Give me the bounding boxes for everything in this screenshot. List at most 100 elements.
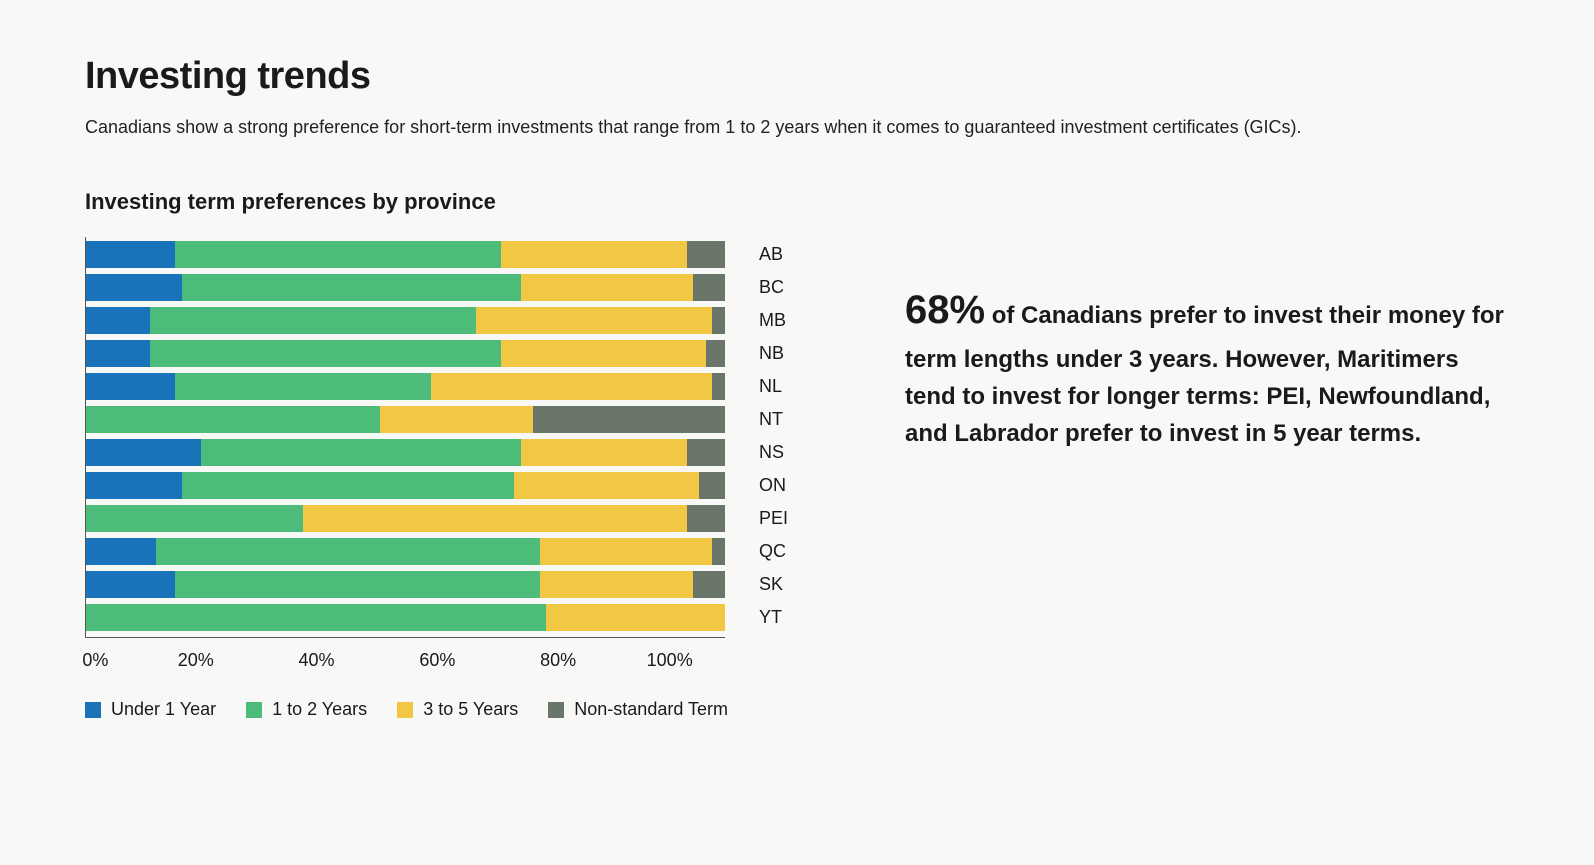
legend-swatch: [397, 702, 413, 718]
legend-swatch: [246, 702, 262, 718]
bar-row: NS: [86, 439, 725, 466]
bar-segment-y1to2: [156, 538, 539, 565]
bar-segment-nonstd: [693, 274, 725, 301]
bar-segment-nonstd: [533, 406, 725, 433]
legend-swatch: [548, 702, 564, 718]
x-axis-tick: 80%: [540, 650, 576, 671]
bar-segment-y3to5: [303, 505, 686, 532]
content-row: Investing term preferences by province A…: [85, 189, 1509, 720]
bar-segment-y1to2: [150, 340, 501, 367]
bar-segment-under1: [86, 307, 150, 334]
bar-segment-y3to5: [501, 340, 705, 367]
bar-row-label: QC: [759, 541, 786, 562]
bar-segment-y1to2: [182, 472, 514, 499]
bar-segment-under1: [86, 472, 182, 499]
bar-segment-y1to2: [175, 571, 539, 598]
bar-segment-nonstd: [687, 439, 725, 466]
bar-segment-y1to2: [175, 373, 431, 400]
bar-segment-nonstd: [712, 538, 725, 565]
x-axis-tick: 100%: [647, 650, 693, 671]
bar-segment-under1: [86, 538, 156, 565]
bar-segment-under1: [86, 241, 175, 268]
x-axis: 0%20%40%60%80%100%: [85, 650, 725, 671]
bar-segment-under1: [86, 274, 182, 301]
bar-segment-y1to2: [86, 604, 546, 631]
callout-text: 68% of Canadians prefer to invest their …: [905, 279, 1509, 453]
callout-big-number: 68%: [905, 288, 985, 332]
bar-row: SK: [86, 571, 725, 598]
bar-stack: [86, 274, 725, 301]
bar-segment-y1to2: [182, 274, 521, 301]
bar-segment-y1to2: [86, 406, 380, 433]
chart-legend: Under 1 Year 1 to 2 Years 3 to 5 Years Non-…: [85, 699, 805, 720]
bar-segment-y1to2: [175, 241, 501, 268]
bar-segment-nonstd: [687, 505, 725, 532]
bar-row: ON: [86, 472, 725, 499]
bar-segment-under1: [86, 439, 201, 466]
bar-row: AB: [86, 241, 725, 268]
bar-segment-under1: [86, 340, 150, 367]
legend-label: 3 to 5 Years: [423, 699, 518, 720]
bar-row-label: NS: [759, 442, 784, 463]
legend-label: Non-standard Term: [574, 699, 728, 720]
x-axis-tick: 20%: [178, 650, 214, 671]
chart-area: ABBCMBNBNLNTNSONPEIQCSKYT 0%20%40%60%80%…: [85, 237, 805, 720]
bar-segment-y1to2: [86, 505, 303, 532]
bars-container: ABBCMBNBNLNTNSONPEIQCSKYT: [85, 237, 725, 638]
bar-segment-nonstd: [699, 472, 725, 499]
bar-stack: [86, 505, 725, 532]
bar-segment-nonstd: [693, 571, 725, 598]
bar-segment-nonstd: [712, 373, 725, 400]
bar-row: MB: [86, 307, 725, 334]
bar-row-label: YT: [759, 607, 782, 628]
bar-segment-nonstd: [706, 340, 725, 367]
legend-item: 1 to 2 Years: [246, 699, 367, 720]
bar-row-label: SK: [759, 574, 783, 595]
callout-column: 68% of Canadians prefer to invest their …: [905, 189, 1509, 453]
bar-row: NT: [86, 406, 725, 433]
bar-stack: [86, 241, 725, 268]
bar-segment-y3to5: [431, 373, 712, 400]
bar-segment-nonstd: [687, 241, 725, 268]
bar-stack: [86, 340, 725, 367]
bar-segment-under1: [86, 373, 175, 400]
bar-row-label: AB: [759, 244, 783, 265]
bar-segment-y3to5: [540, 538, 713, 565]
bar-stack: [86, 472, 725, 499]
bar-stack: [86, 439, 725, 466]
bar-segment-y3to5: [521, 274, 694, 301]
bar-row: YT: [86, 604, 725, 631]
bar-segment-y3to5: [546, 604, 725, 631]
bar-row-label: NT: [759, 409, 783, 430]
page-subtitle: Canadians show a strong preference for s…: [85, 114, 1509, 141]
bar-segment-nonstd: [712, 307, 725, 334]
bar-row: NL: [86, 373, 725, 400]
bar-row: PEI: [86, 505, 725, 532]
bar-segment-y3to5: [521, 439, 687, 466]
bar-row: NB: [86, 340, 725, 367]
bar-segment-y3to5: [501, 241, 686, 268]
legend-item: Non-standard Term: [548, 699, 728, 720]
bar-segment-y3to5: [380, 406, 533, 433]
chart-heading: Investing term preferences by province: [85, 189, 805, 215]
legend-item: Under 1 Year: [85, 699, 216, 720]
bar-stack: [86, 604, 725, 631]
bar-stack: [86, 307, 725, 334]
bar-segment-under1: [86, 571, 175, 598]
bar-stack: [86, 538, 725, 565]
bar-stack: [86, 373, 725, 400]
bar-stack: [86, 406, 725, 433]
bar-row-label: BC: [759, 277, 784, 298]
bar-row-label: NB: [759, 343, 784, 364]
x-axis-tick: 60%: [419, 650, 455, 671]
page-title: Investing trends: [85, 55, 1509, 98]
x-axis-tick: 40%: [299, 650, 335, 671]
legend-label: 1 to 2 Years: [272, 699, 367, 720]
callout-body: of Canadians prefer to invest their mone…: [905, 302, 1504, 447]
legend-item: 3 to 5 Years: [397, 699, 518, 720]
bar-segment-y3to5: [476, 307, 712, 334]
bar-row-label: NL: [759, 376, 782, 397]
bar-row-label: PEI: [759, 508, 788, 529]
chart-column: Investing term preferences by province A…: [85, 189, 805, 720]
bar-segment-y1to2: [150, 307, 476, 334]
